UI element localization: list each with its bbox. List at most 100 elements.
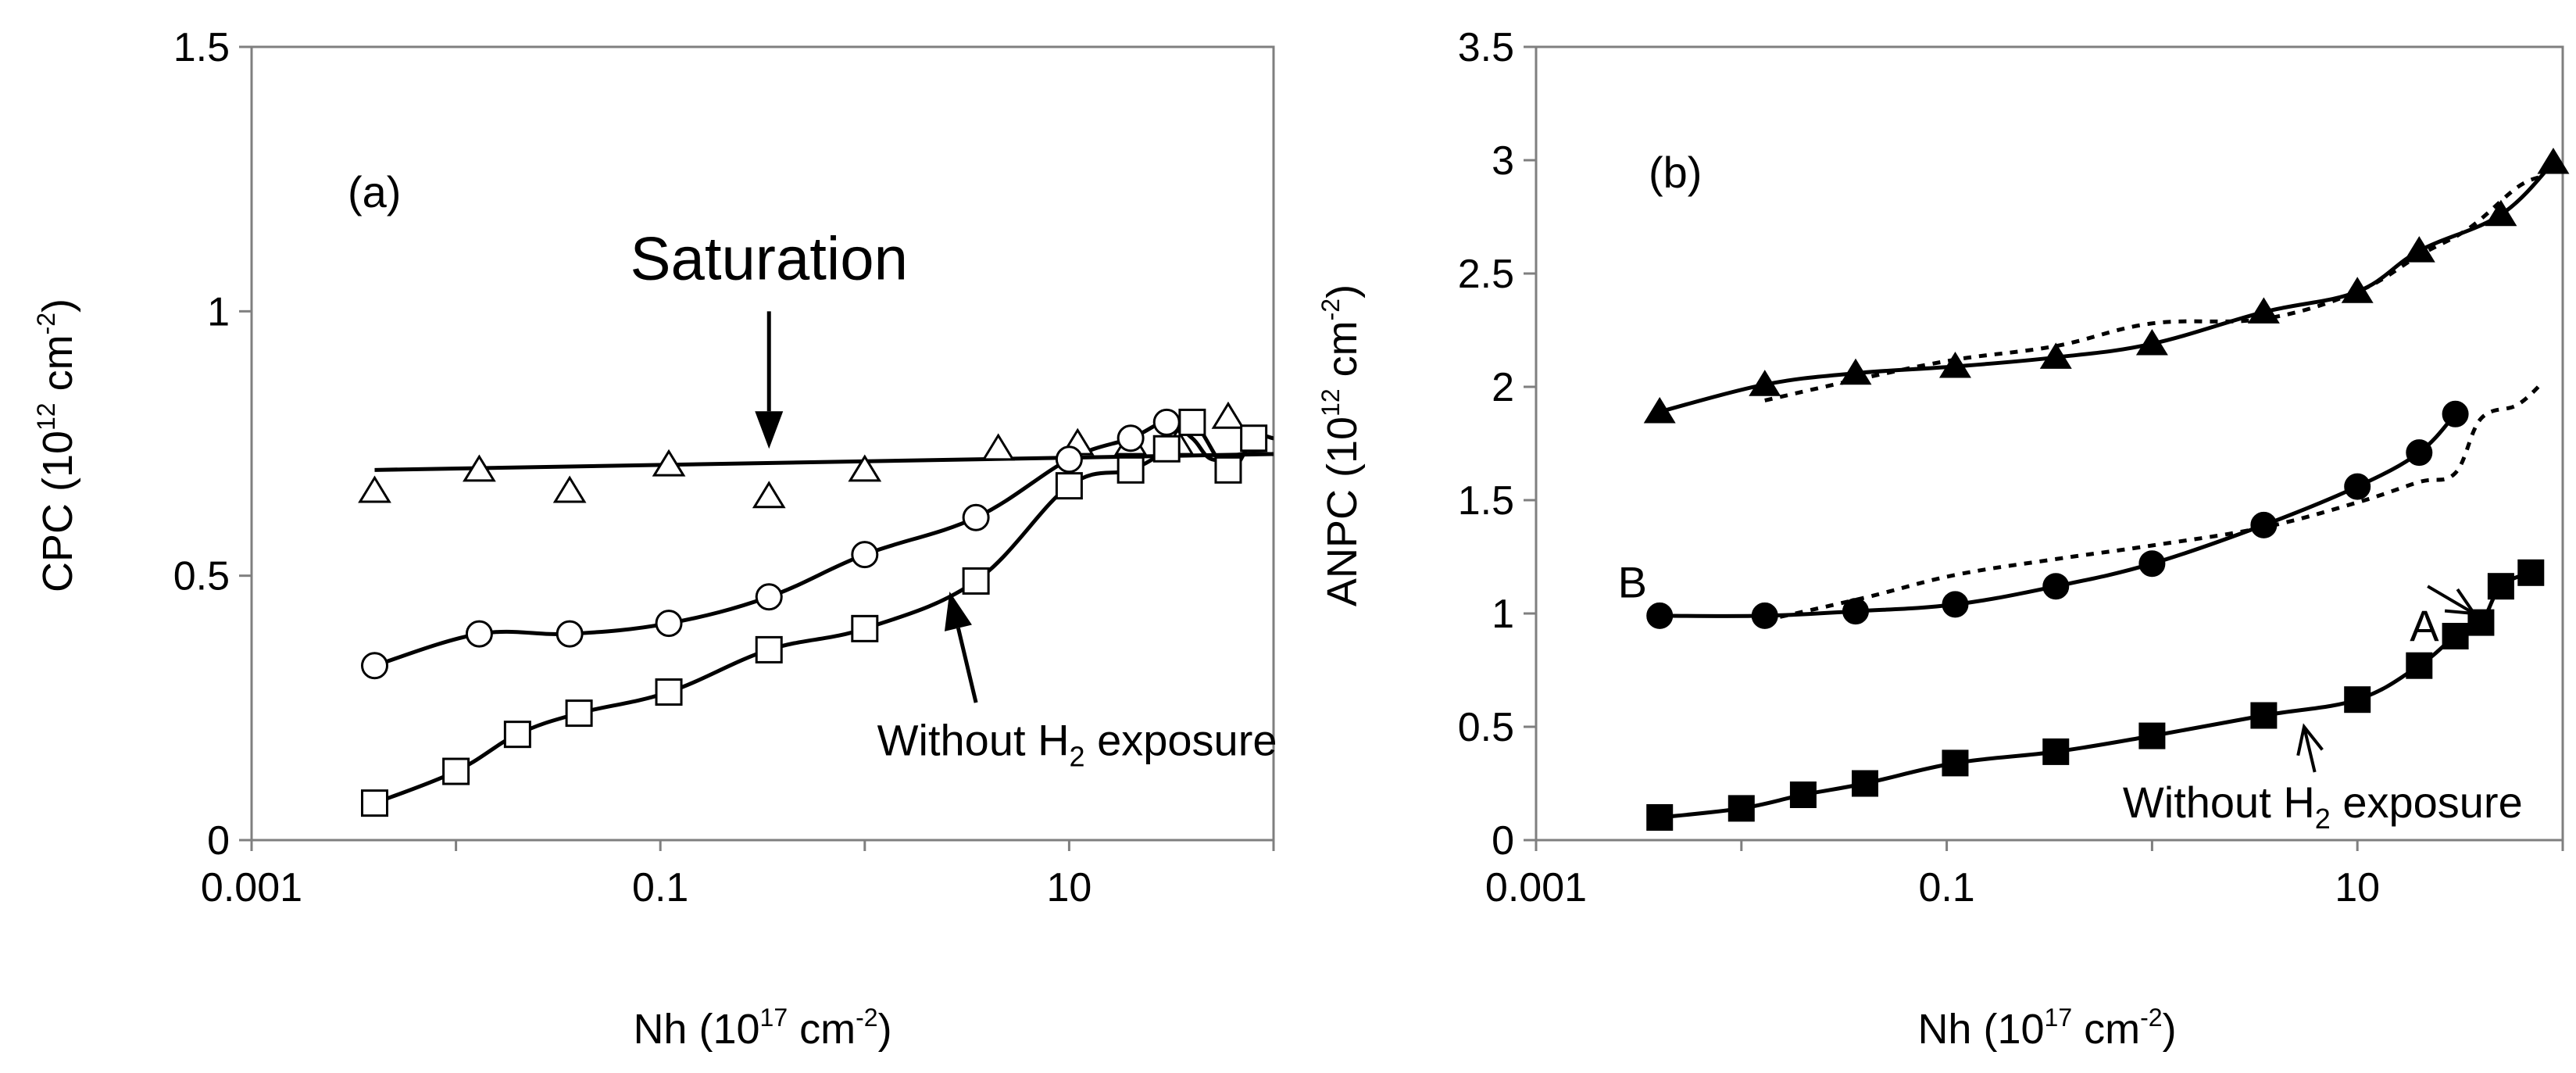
data-point-open-circle xyxy=(360,652,388,680)
annotation-label: B xyxy=(1618,558,1647,607)
plot-area-b xyxy=(1535,45,2564,842)
y-tick-label: 3.5 xyxy=(1458,25,1514,70)
data-point-filled-square xyxy=(2517,559,2545,586)
data-point-open-triangle xyxy=(752,481,786,509)
data-point-open-square xyxy=(1178,408,1206,436)
data-point-filled-circle xyxy=(2042,573,2070,600)
data-point-open-square xyxy=(755,635,783,663)
x-tick-label: 0.1 xyxy=(632,865,688,910)
data-point-filled-triangle xyxy=(1749,370,1781,396)
annotation-arrow xyxy=(755,311,784,449)
data-point-filled-square xyxy=(2406,652,2433,679)
x-tick-label: 0.001 xyxy=(1485,865,1587,910)
data-point-filled-square xyxy=(1852,770,1879,797)
data-point-open-triangle xyxy=(552,475,587,503)
data-point-open-circle xyxy=(465,620,493,648)
data-point-filled-square xyxy=(2487,573,2514,600)
x-axis-label-a: Nh (1017 cm-2) xyxy=(633,1003,891,1053)
data-point-filled-triangle xyxy=(2485,199,2517,227)
annotation-label: Saturation xyxy=(630,224,908,293)
data-point-open-circle xyxy=(556,620,584,648)
data-point-filled-triangle xyxy=(2403,236,2435,263)
series-line-1 xyxy=(1660,413,2457,618)
data-point-filled-square xyxy=(2250,702,2278,729)
data-point-open-circle xyxy=(1055,445,1083,474)
data-point-filled-triangle xyxy=(2039,342,2072,369)
annotation-label: A xyxy=(2410,601,2439,650)
y-tick-label: 0.5 xyxy=(173,554,230,599)
data-point-filled-square xyxy=(2442,623,2469,649)
annotation-label: Without H2 exposure xyxy=(2123,778,2523,835)
data-point-filled-square xyxy=(2467,609,2495,636)
data-point-open-square xyxy=(442,757,470,785)
panel-label-b: (b) xyxy=(1649,148,1702,197)
panel-a: 0 0.5 1 1.5 0.001 0.1 1 0 Saturation Without H2… xyxy=(32,25,1277,1053)
data-point-open-square xyxy=(565,699,593,728)
y-tick-label: 2.5 xyxy=(1458,252,1514,297)
data-point-open-square xyxy=(851,614,879,642)
data-point-open-square xyxy=(655,678,683,706)
data-point-open-circle xyxy=(962,503,990,531)
y-ticks-b: 0 0.5 1 1.5 2 2.5 3 3.5 xyxy=(1458,25,1536,864)
plot-area-a xyxy=(250,45,1275,842)
data-point-filled-circle xyxy=(2442,400,2469,427)
data-point-filled-square xyxy=(2344,686,2371,714)
data-point-filled-circle xyxy=(2344,473,2371,500)
y-tick-label: 2 xyxy=(1492,365,1514,410)
data-point-open-square xyxy=(360,789,388,817)
y-tick-label: 0 xyxy=(1492,818,1514,864)
series-line-0 xyxy=(1659,161,2555,414)
data-point-filled-square xyxy=(1789,782,1817,808)
y-tick-label: 1.5 xyxy=(173,25,230,70)
annotation-arrow xyxy=(2427,585,2478,616)
y-tick-label: 1.5 xyxy=(1458,478,1514,524)
markers-a xyxy=(358,401,1268,817)
data-point-filled-square xyxy=(2042,738,2070,765)
y-tick-label: 1 xyxy=(1492,592,1514,637)
data-point-filled-triangle xyxy=(2537,147,2570,174)
annotations-a: Saturation Without H2 exposure xyxy=(630,224,1277,773)
data-point-filled-circle xyxy=(1751,602,1778,629)
x-tick-label: 0.001 xyxy=(201,865,302,910)
data-point-open-triangle xyxy=(981,433,1016,461)
data-point-open-square xyxy=(1055,472,1083,500)
data-point-open-square xyxy=(1117,456,1145,484)
data-point-open-square xyxy=(1152,435,1181,463)
series-dotted-0 xyxy=(1764,173,2544,402)
data-point-filled-triangle xyxy=(2247,297,2280,324)
annotation-label: Without H2 exposure xyxy=(877,716,1277,773)
data-point-filled-triangle xyxy=(1839,358,1872,385)
data-point-open-triangle xyxy=(358,475,391,503)
y-tick-label: 1 xyxy=(207,289,230,334)
annotation-arrow xyxy=(944,591,978,703)
data-point-open-circle xyxy=(1117,424,1145,452)
data-point-open-circle xyxy=(655,610,683,638)
series-dotted-1 xyxy=(1764,381,2545,623)
data-point-filled-square xyxy=(1646,804,1674,831)
data-point-filled-square xyxy=(1727,795,1755,822)
markers-b xyxy=(1643,147,2570,831)
data-point-filled-circle xyxy=(1842,598,1869,625)
data-point-filled-circle xyxy=(2138,550,2166,578)
y-ticks-a: 0 0.5 1 1.5 xyxy=(173,25,252,864)
y-tick-label: 0 xyxy=(207,818,230,864)
data-point-open-triangle xyxy=(463,454,496,482)
data-point-filled-triangle xyxy=(1938,351,1971,378)
y-tick-label: 0.5 xyxy=(1458,705,1514,750)
x-tick-label: 0.1 xyxy=(1918,865,1974,910)
data-point-open-square xyxy=(1214,456,1242,484)
data-point-open-square xyxy=(962,567,990,595)
data-point-open-circle xyxy=(851,541,879,569)
data-point-open-triangle xyxy=(652,449,686,477)
data-point-filled-triangle xyxy=(2135,328,2168,356)
data-point-filled-triangle xyxy=(2341,277,2374,303)
data-point-filled-square xyxy=(2138,722,2166,749)
x-ticks-a: 0.001 0.1 10 xyxy=(201,840,1275,910)
x-axis-label-b: Nh (1017 cm-2) xyxy=(1917,1003,2176,1053)
data-point-filled-circle xyxy=(1942,591,1969,618)
data-point-filled-circle xyxy=(2406,439,2433,467)
y-axis-label-a: CPC (1012 cm-2) xyxy=(32,299,81,592)
data-point-filled-square xyxy=(1942,749,1969,777)
annotation-arrow xyxy=(2296,723,2324,773)
